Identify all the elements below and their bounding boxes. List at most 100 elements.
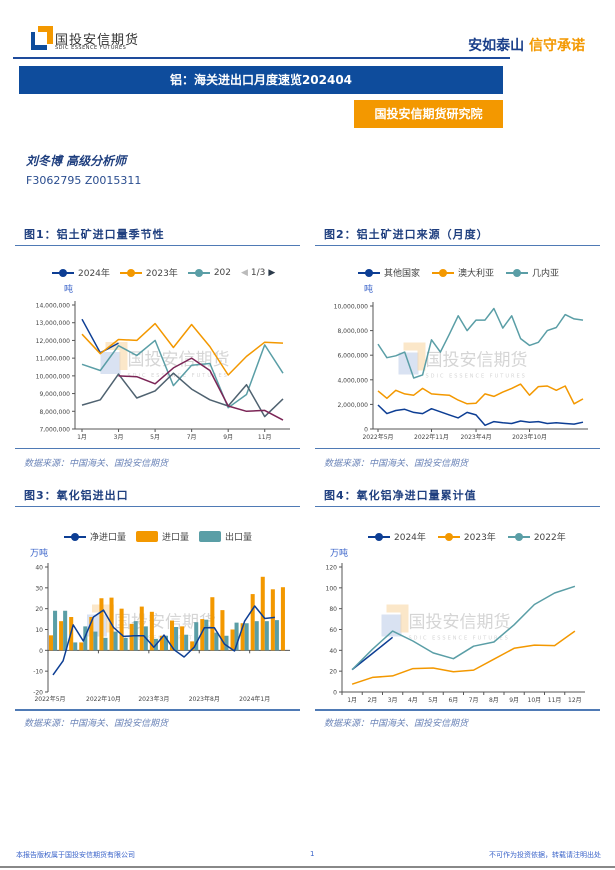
x-tick-label: 8月 (489, 697, 499, 704)
x-tick-label: 7月 (469, 697, 479, 704)
legend-item[interactable]: 出口量 (199, 530, 252, 543)
y-tick-label: 14,000,000 (36, 303, 71, 310)
y-tick-label: 20 (35, 606, 43, 613)
watermark-logo (386, 604, 409, 633)
y-tick-label: 11,000,000 (36, 356, 71, 363)
legend-marker (64, 532, 86, 541)
y-tick-label: 30 (35, 585, 43, 592)
y-tick-label: 8,000,000 (39, 409, 70, 416)
fig1-divider (15, 245, 300, 246)
bar (129, 623, 134, 651)
legend-item[interactable]: 澳大利亚 (432, 266, 494, 279)
legend-item[interactable]: 2022年 (507, 530, 566, 543)
y-tick-label: 2,000,000 (337, 402, 368, 409)
legend-marker (199, 531, 222, 542)
legend-label: 几内亚 (532, 269, 560, 279)
bar (59, 621, 64, 651)
watermark-logo (381, 614, 402, 637)
y-tick-label: 40 (35, 565, 43, 572)
y-tick-label: 9,000,000 (39, 391, 70, 398)
bar (220, 610, 225, 651)
author: 刘冬博 高级分析师 (26, 154, 127, 168)
y-tick-label: 6,000,000 (337, 353, 368, 360)
x-tick-label: 2023年8月 (189, 695, 220, 703)
fig3-unit: 万吨 (30, 549, 49, 559)
watermark-subtext: SDIC ESSENCE FUTURES (426, 374, 527, 380)
fig2-legend: 其他国家 澳大利亚 几内亚 (358, 266, 559, 279)
fig1-legend: 2024年 2023年 202 ◀ 1/3 ▶ (52, 266, 275, 279)
header-divider (13, 57, 510, 59)
fig4-unit: 万吨 (330, 549, 349, 559)
watermark-text: 国投安信期货 (114, 613, 216, 633)
fig4-legend: 2024年 2023年 2022年 (368, 530, 566, 543)
legend-label: 2024年 (78, 269, 110, 279)
legend-marker (437, 532, 460, 541)
legend-label: 202 (213, 267, 231, 278)
legend-marker (368, 532, 390, 541)
fig1-title: 图1：铝土矿进口量季节性 (24, 228, 165, 241)
bar (123, 637, 128, 651)
fig4-title: 图4：氧化铝净进口量累计值 (324, 489, 477, 502)
bar (159, 635, 164, 651)
legend-item[interactable]: 2023年 (437, 530, 496, 543)
y-tick-label: 8,000,000 (337, 328, 368, 335)
legend-marker (119, 268, 142, 277)
logo-text: 国投安信期货 (55, 33, 140, 48)
legend-pager: 1/3 (250, 267, 266, 278)
fig4-source: 数据来源：中国海关、国投安信期货 (324, 719, 469, 729)
legend-item[interactable]: 2024年 (368, 530, 426, 543)
x-tick-label: 7月 (187, 434, 197, 441)
bar (274, 620, 279, 651)
legend-prev-icon[interactable]: ◀ (241, 267, 248, 278)
x-tick-label: 9月 (223, 434, 233, 441)
series-line (377, 383, 584, 405)
series-line (81, 339, 284, 409)
series-line (81, 372, 284, 418)
bar (170, 620, 175, 651)
x-tick-label: 5月 (150, 434, 160, 441)
x-tick-label: 12月 (568, 697, 582, 704)
fig2-title: 图2：铝土矿进口来源（月度） (324, 228, 489, 241)
legend-label: 出口量 (225, 533, 253, 543)
legend-marker (358, 268, 380, 277)
license-codes: F3062795 Z0015311 (26, 174, 142, 187)
series-line (118, 357, 284, 421)
slogan: 安如泰山 信守承诺 (468, 35, 585, 55)
series-line (81, 322, 284, 376)
y-tick-label: 20 (329, 669, 337, 676)
fig1-source: 数据来源：中国海关、国投安信期货 (24, 459, 169, 469)
legend-item[interactable]: 2023年 (119, 266, 178, 279)
legend-item[interactable]: 202 (187, 267, 231, 278)
bar (79, 642, 84, 651)
legend-item[interactable]: 其他国家 (358, 266, 420, 279)
page-number: 1 (310, 850, 315, 858)
footer-copyright: 本报告版权属于国投安信期货有限公司 (16, 851, 135, 859)
watermark-logo (403, 342, 426, 371)
bar (184, 634, 189, 651)
legend-next-icon[interactable]: ▶ (268, 267, 276, 278)
legend-item[interactable]: 2024年 (52, 266, 110, 279)
legend-item[interactable]: 进口量 (136, 530, 189, 543)
y-tick-label: 80 (329, 606, 337, 613)
x-tick-label: 11月 (258, 434, 272, 441)
x-tick-label: 2月 (367, 697, 377, 704)
watermark-logo (100, 352, 121, 374)
y-tick-label: 0 (364, 427, 368, 434)
bar (53, 610, 58, 651)
x-tick-label: 5月 (428, 697, 438, 704)
y-tick-label: 0 (39, 648, 43, 655)
x-tick-label: 6月 (448, 697, 458, 704)
x-tick-label: 2022年10月 (86, 695, 121, 703)
bar (194, 622, 199, 651)
y-tick-label: 4,000,000 (337, 377, 368, 384)
legend-item[interactable]: 净进口量 (64, 530, 126, 543)
watermark-logo (105, 342, 128, 370)
series-line (377, 404, 584, 427)
fig4-bottom-divider (315, 709, 600, 711)
bar (224, 635, 229, 651)
y-tick-label: 100 (326, 585, 338, 592)
watermark-text: 国投安信期货 (409, 613, 511, 633)
legend-item[interactable]: 几内亚 (506, 266, 559, 279)
legend-label: 其他国家 (384, 269, 421, 279)
